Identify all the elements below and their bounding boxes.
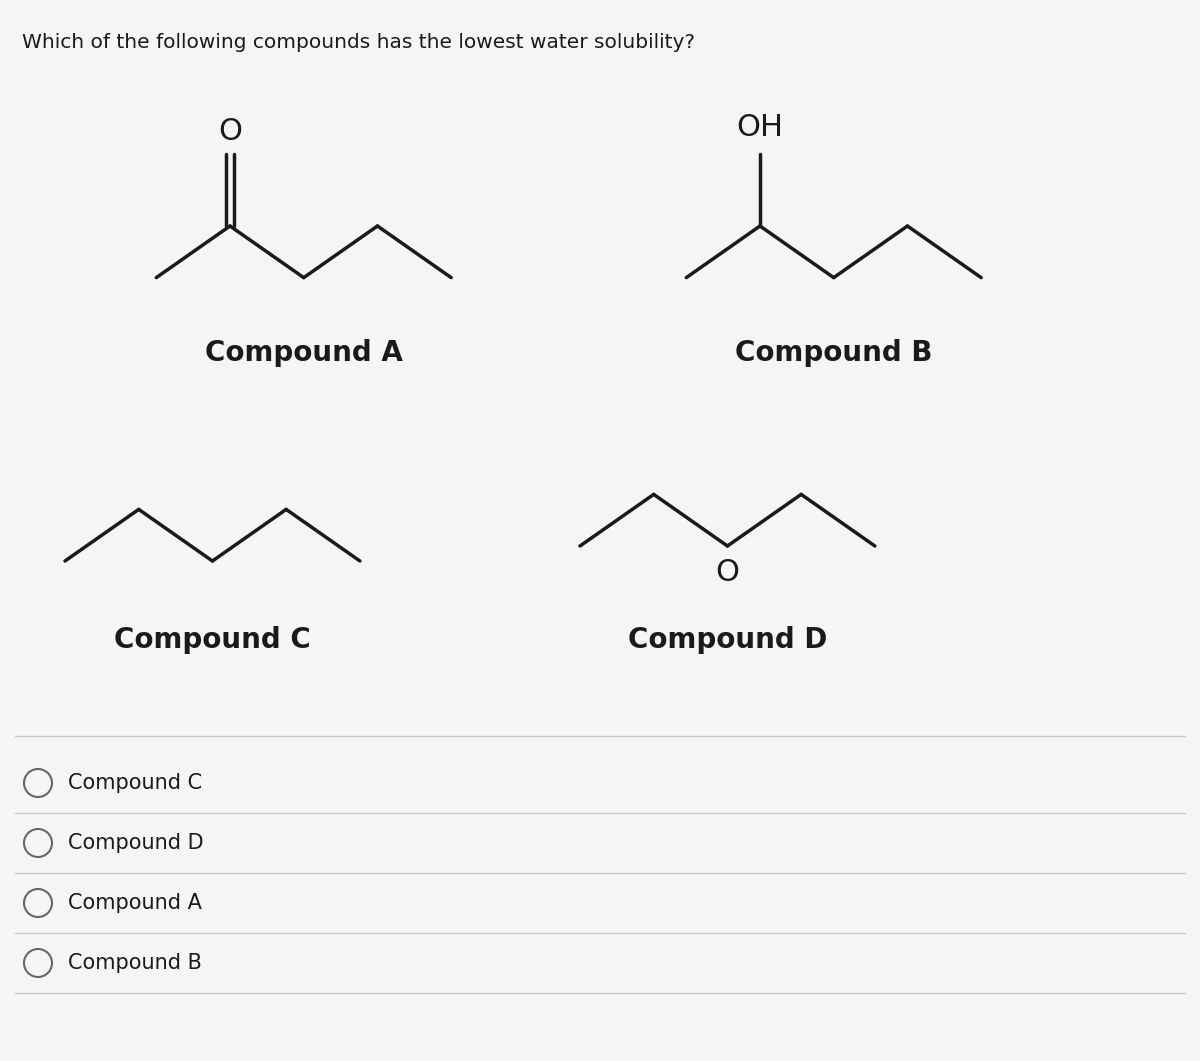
Text: Compound C: Compound C [114,626,311,654]
Text: Compound D: Compound D [628,626,827,654]
Text: Compound A: Compound A [205,340,403,367]
Text: Compound A: Compound A [68,893,202,914]
Text: Which of the following compounds has the lowest water solubility?: Which of the following compounds has the… [22,33,695,52]
Text: Compound B: Compound B [734,340,932,367]
Text: Compound B: Compound B [68,953,202,973]
Text: Compound D: Compound D [68,833,204,853]
Text: O: O [715,558,739,588]
Text: O: O [218,118,242,146]
Text: OH: OH [737,114,784,142]
Text: Compound C: Compound C [68,773,202,793]
